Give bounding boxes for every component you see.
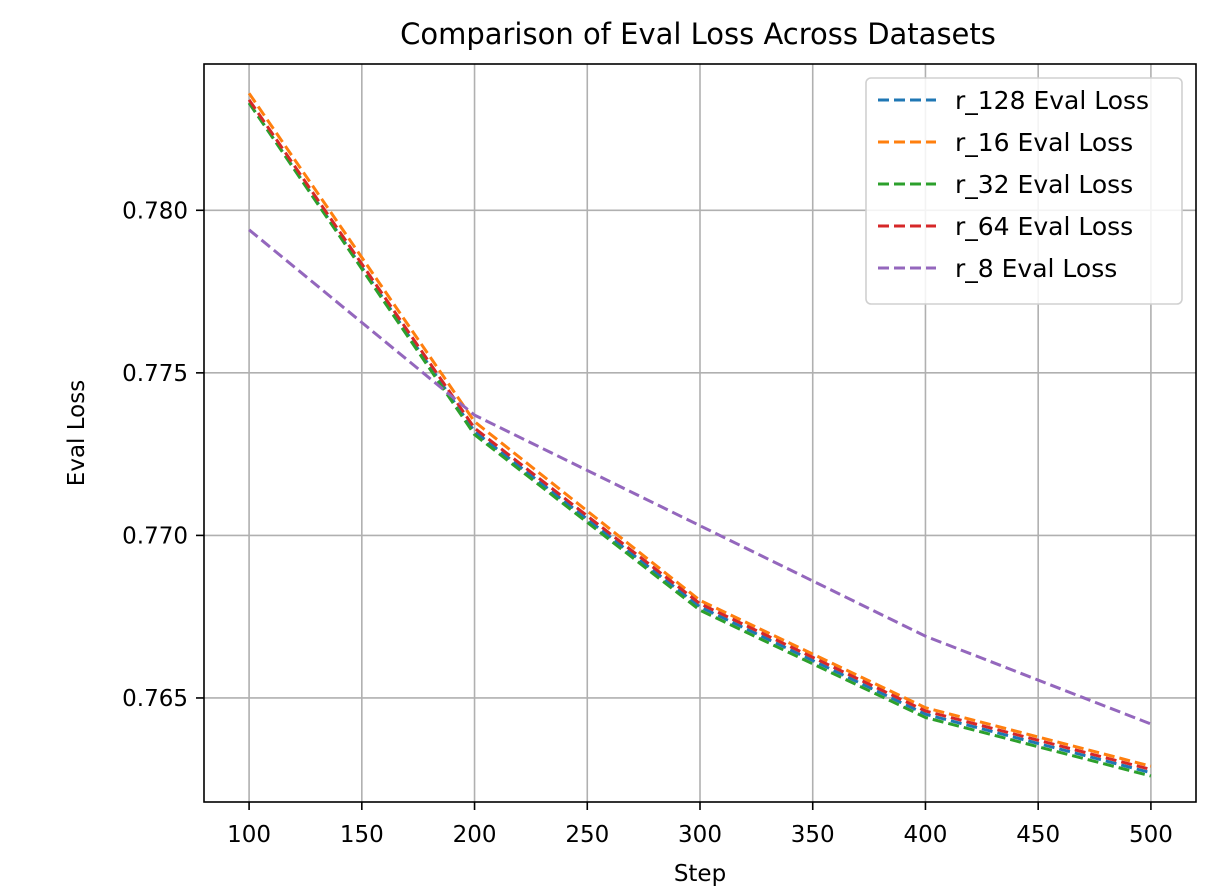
legend-entry-label: r_32 Eval Loss — [955, 170, 1133, 199]
y-tick-label: 0.770 — [122, 523, 188, 549]
series-line-r32 — [247, 102, 1152, 778]
legend-box — [865, 77, 1183, 305]
x-tick-label: 400 — [904, 822, 948, 848]
x-tick-label: 450 — [1016, 822, 1060, 848]
legend-entry-label: r_16 Eval Loss — [955, 128, 1133, 157]
x-tick-label: 500 — [1129, 822, 1173, 848]
legend: r_128 Eval Loss r_16 Eval Loss r_32 Eval L… — [865, 77, 1183, 305]
legend-entry-label: r_128 Eval Loss — [955, 86, 1149, 115]
y-tick-label: 0.775 — [122, 361, 188, 387]
series-line-r8 — [248, 228, 1152, 726]
x-tick-label: 350 — [791, 822, 835, 848]
x-tick-label: 300 — [678, 822, 722, 848]
series-line-r16 — [247, 92, 1152, 768]
y-tick-label: 0.765 — [122, 686, 188, 712]
y-axis-label: Eval Loss — [64, 380, 90, 486]
legend-entry-label: r_8 Eval Loss — [955, 254, 1117, 283]
series-lines — [247, 92, 1152, 778]
chart-title: Comparison of Eval Loss Across Datasets — [400, 17, 996, 51]
x-tick-label: 100 — [227, 822, 271, 848]
y-tick-label: 0.780 — [122, 198, 188, 224]
x-tick-label: 150 — [340, 822, 384, 848]
series-line-r64 — [247, 98, 1152, 771]
x-axis-ticks: 100 150 200 250 300 350 400 450 500 — [227, 802, 1173, 848]
x-tick-label: 250 — [565, 822, 609, 848]
x-axis-label: Step — [674, 861, 726, 887]
legend-entry-label: r_64 Eval Loss — [955, 212, 1133, 241]
y-axis-ticks: 0.765 0.770 0.775 0.780 — [122, 198, 204, 712]
x-tick-label: 200 — [453, 822, 497, 848]
